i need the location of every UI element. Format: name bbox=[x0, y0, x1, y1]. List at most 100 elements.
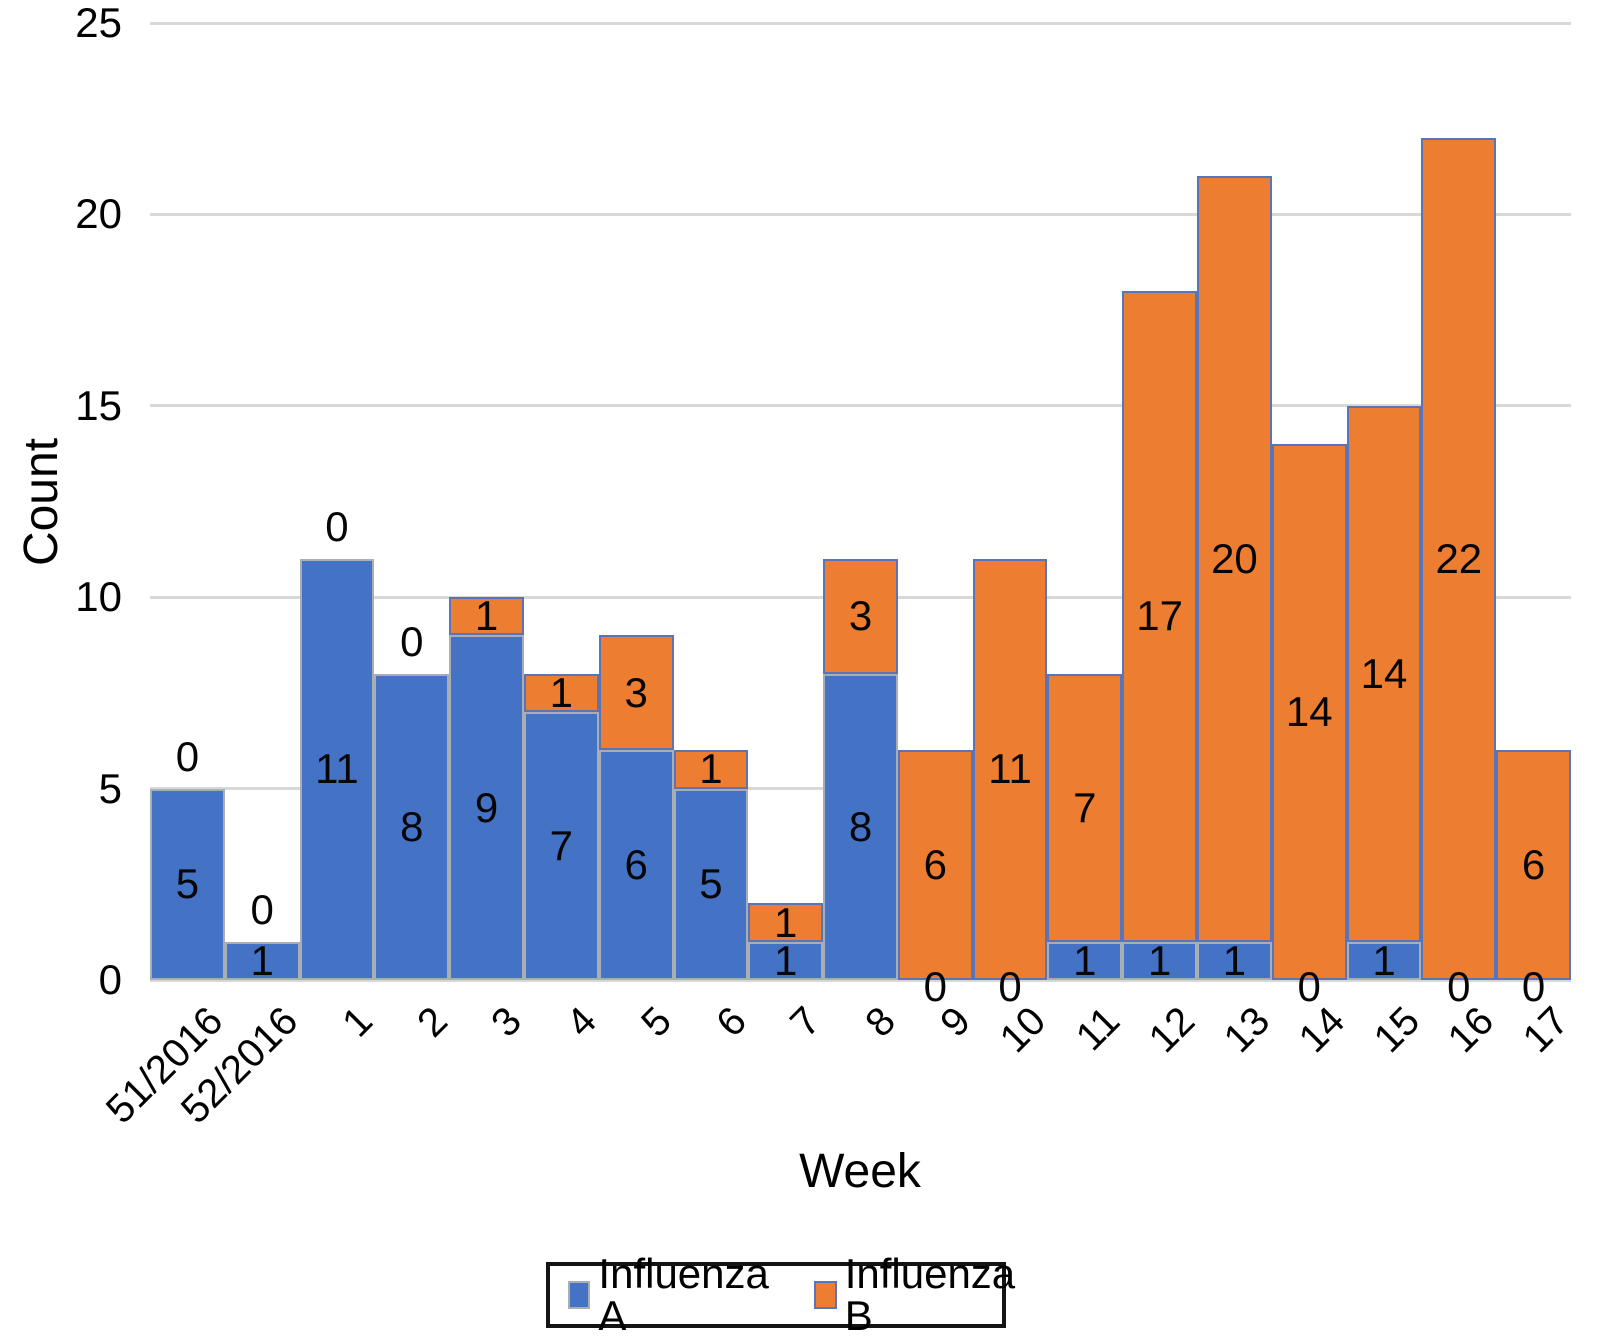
bar-label-influenza-a: 0 bbox=[998, 963, 1022, 1010]
bar-label-influenza-b: 17 bbox=[1136, 592, 1184, 640]
y-tick-label-25: 25 bbox=[75, 0, 122, 46]
bar-segment-influenza-a bbox=[299, 558, 375, 980]
bar-label-influenza-a: 5 bbox=[699, 860, 723, 908]
x-tick-label-8: 8 bbox=[857, 998, 905, 1046]
bar-label-influenza-b: 0 bbox=[250, 885, 274, 933]
bar-segment-influenza-a bbox=[224, 941, 300, 980]
x-tick-label-4: 4 bbox=[558, 998, 606, 1046]
bar-segment-influenza-b bbox=[673, 750, 749, 789]
bar-label-influenza-b: 1 bbox=[699, 745, 723, 793]
bar-label-influenza-a: 6 bbox=[624, 841, 648, 889]
bar-segment-influenza-b bbox=[823, 558, 898, 674]
legend-label-influenza-a: Influenza A bbox=[598, 1250, 769, 1339]
legend-item-influenza-b: Influenza B bbox=[814, 1253, 1018, 1337]
y-tick-label-20: 20 bbox=[75, 190, 122, 238]
bar-label-influenza-b: 7 bbox=[1073, 783, 1097, 831]
x-tick-label-13: 13 bbox=[1215, 998, 1279, 1062]
legend-item-influenza-a: Influenza A bbox=[568, 1253, 772, 1337]
bar-label-influenza-a: 7 bbox=[549, 822, 574, 870]
bar-label-influenza-b: 11 bbox=[988, 745, 1032, 793]
gridline-y-15 bbox=[150, 404, 1571, 408]
bar-label-influenza-a: 0 bbox=[1297, 963, 1321, 1010]
bar-segment-influenza-a bbox=[449, 635, 524, 980]
bar-label-influenza-b: 0 bbox=[325, 502, 349, 550]
legend-swatch-influenza-b bbox=[814, 1281, 837, 1309]
bar-label-influenza-b: 3 bbox=[848, 592, 873, 640]
bar-segment-influenza-a bbox=[1122, 941, 1198, 980]
bar-segment-influenza-b bbox=[972, 558, 1048, 980]
bar-segment-influenza-a bbox=[673, 788, 749, 980]
bar-label-influenza-b: 22 bbox=[1435, 534, 1483, 582]
bar-segment-influenza-a bbox=[1047, 941, 1123, 980]
bar-segment-influenza-b bbox=[1271, 444, 1347, 980]
x-tick-label-6: 6 bbox=[707, 998, 755, 1046]
bar-segment-influenza-b bbox=[748, 903, 824, 942]
bar-label-influenza-a: 0 bbox=[1521, 963, 1546, 1010]
bar-label-influenza-a: 5 bbox=[175, 860, 200, 908]
bar-label-influenza-b: 20 bbox=[1211, 534, 1258, 582]
bar-label-influenza-b: 6 bbox=[1521, 841, 1546, 889]
legend-label-influenza-b: Influenza B bbox=[844, 1250, 1016, 1339]
bar-segment-influenza-a bbox=[1197, 941, 1272, 980]
y-tick-label-15: 15 bbox=[75, 381, 122, 429]
gridline-y-25 bbox=[150, 21, 1571, 25]
bar-segment-influenza-a bbox=[823, 673, 898, 980]
bar-segment-influenza-b bbox=[1496, 750, 1571, 980]
bar-label-influenza-b: 14 bbox=[1360, 649, 1408, 697]
x-tick-label-7: 7 bbox=[782, 998, 830, 1046]
bar-segment-influenza-a bbox=[374, 673, 450, 980]
gridline-y-20 bbox=[150, 212, 1571, 216]
bar-segment-influenza-a bbox=[150, 788, 225, 980]
bar-segment-influenza-a bbox=[598, 750, 674, 980]
bar-segment-influenza-b bbox=[523, 673, 599, 713]
bar-label-influenza-a: 1 bbox=[774, 936, 798, 984]
bar-segment-influenza-b bbox=[1047, 673, 1123, 942]
bar-label-influenza-a: 1 bbox=[1222, 936, 1247, 984]
bar-label-influenza-a: 8 bbox=[400, 802, 424, 850]
bar-label-influenza-a: 0 bbox=[1447, 963, 1471, 1010]
bar-label-influenza-b: 0 bbox=[175, 732, 200, 780]
bar-label-influenza-b: 6 bbox=[923, 841, 947, 889]
legend-swatch-influenza-a bbox=[568, 1281, 591, 1309]
x-tick-label-5: 5 bbox=[632, 998, 680, 1046]
x-tick-label-15: 15 bbox=[1365, 998, 1428, 1062]
bar-label-influenza-b: 0 bbox=[400, 617, 424, 665]
bar-segment-influenza-b bbox=[449, 597, 524, 636]
bar-segment-influenza-a bbox=[523, 712, 599, 980]
bar-segment-influenza-a bbox=[1346, 941, 1422, 980]
bar-label-influenza-b: 14 bbox=[1285, 688, 1333, 736]
bar-label-influenza-a: 9 bbox=[474, 783, 499, 831]
y-tick-label-0: 0 bbox=[98, 956, 122, 1003]
y-axis-title: Count bbox=[15, 437, 68, 567]
bar-segment-influenza-b bbox=[1197, 176, 1272, 942]
x-tick-label-1: 1 bbox=[333, 998, 381, 1046]
bar-label-influenza-a: 11 bbox=[315, 745, 359, 793]
bar-label-influenza-a: 1 bbox=[1147, 936, 1172, 984]
x-tick-label-2: 2 bbox=[408, 998, 456, 1046]
x-tick-label-12: 12 bbox=[1140, 998, 1204, 1062]
x-tick-label-3: 3 bbox=[483, 998, 531, 1046]
y-tick-label-10: 10 bbox=[75, 573, 122, 621]
bar-segment-influenza-b bbox=[598, 635, 674, 751]
bar-label-influenza-b: 1 bbox=[549, 668, 574, 716]
bar-segment-influenza-b bbox=[1421, 137, 1497, 980]
bar-label-influenza-a: 1 bbox=[1372, 936, 1396, 984]
bar-segment-influenza-b bbox=[1122, 290, 1198, 942]
bar-label-influenza-b: 1 bbox=[774, 898, 798, 946]
gridline-y-0 bbox=[150, 978, 1571, 982]
bar-label-influenza-b: 1 bbox=[474, 592, 499, 640]
x-tick-label-9: 9 bbox=[932, 998, 979, 1046]
bar-segment-influenza-b bbox=[1346, 405, 1422, 942]
bar-label-influenza-a: 0 bbox=[923, 963, 947, 1010]
x-tick-label-11: 11 bbox=[1068, 998, 1129, 1060]
bar-label-influenza-a: 1 bbox=[250, 936, 274, 984]
bar-segment-influenza-a bbox=[748, 941, 824, 980]
y-tick-label-5: 5 bbox=[98, 764, 122, 812]
bar-label-influenza-a: 8 bbox=[848, 802, 873, 850]
bar-segment-influenza-b bbox=[897, 750, 973, 980]
bar-label-influenza-a: 1 bbox=[1073, 936, 1097, 984]
bar-label-influenza-b: 3 bbox=[624, 668, 648, 716]
x-axis-title: Week bbox=[799, 1145, 921, 1198]
legend: Influenza A Influenza B bbox=[546, 1253, 1015, 1337]
